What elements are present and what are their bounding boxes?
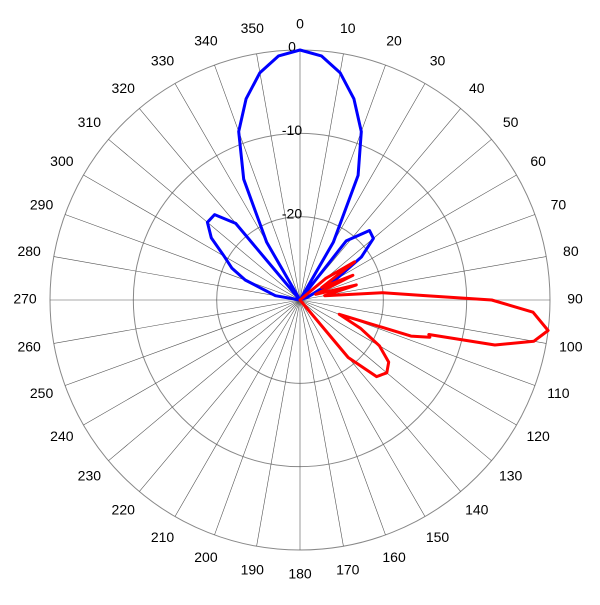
theta-tick-label: 230 [78, 467, 102, 483]
theta-tick-label: 120 [526, 428, 550, 444]
theta-tick-label: 210 [151, 529, 175, 545]
theta-tick-label: 300 [50, 153, 74, 169]
theta-tick-label: 190 [241, 562, 265, 578]
grid-spoke [299, 256, 547, 301]
grid-spoke [299, 299, 426, 517]
theta-tick-label: 160 [382, 549, 406, 565]
theta-tick-label: 90 [567, 291, 583, 307]
grid-spoke [256, 299, 301, 547]
grid-spoke [64, 299, 301, 386]
grid-spoke [139, 299, 301, 492]
theta-tick-label: 100 [559, 338, 583, 354]
theta-tick-label: 200 [194, 549, 218, 565]
grid-spoke [174, 299, 301, 517]
grid-spoke [64, 214, 301, 301]
theta-tick-label: 140 [465, 501, 489, 517]
theta-tick-label: 60 [530, 153, 546, 169]
grid-spoke [83, 299, 301, 426]
theta-tick-label: 330 [151, 53, 175, 69]
grid-spoke [299, 64, 386, 301]
theta-tick-label: 350 [241, 20, 265, 36]
grid-spoke [299, 214, 536, 301]
theta-tick-label: 40 [469, 80, 485, 96]
series-line [298, 260, 550, 379]
grid-spoke [108, 299, 301, 461]
theta-tick-label: 260 [17, 338, 41, 354]
grid-spoke [299, 299, 386, 536]
theta-tick-label: 310 [78, 114, 102, 130]
grid-spoke [299, 299, 547, 344]
theta-tick-label: 340 [194, 32, 218, 48]
grid-spoke [299, 299, 344, 547]
theta-tick-label: 280 [17, 243, 41, 259]
grid-spoke [108, 139, 301, 301]
grid-spoke [214, 299, 301, 536]
theta-tick-label: 250 [30, 385, 54, 401]
theta-tick-label: 290 [30, 197, 54, 213]
r-tick-label: -10 [282, 122, 302, 138]
grid-spoke [53, 299, 301, 344]
grid-spoke [53, 256, 301, 301]
theta-tick-label: 180 [288, 566, 312, 582]
grid-spoke [299, 299, 492, 461]
theta-tick-label: 130 [499, 467, 523, 483]
theta-tick-label: 220 [112, 501, 136, 517]
grid-spoke [299, 299, 517, 426]
theta-tick-label: 70 [551, 197, 567, 213]
theta-tick-label: 320 [112, 80, 136, 96]
theta-tick-label: 80 [563, 243, 579, 259]
theta-tick-label: 150 [426, 529, 450, 545]
theta-tick-label: 0 [296, 16, 304, 32]
r-tick-label: -20 [282, 205, 302, 221]
grid-spoke [214, 64, 301, 301]
r-tick-label: 0 [288, 39, 296, 55]
theta-tick-label: 30 [430, 53, 446, 69]
theta-tick-label: 10 [340, 20, 356, 36]
theta-tick-label: 270 [13, 291, 37, 307]
series-line [205, 48, 375, 302]
theta-tick-label: 20 [386, 32, 402, 48]
grid-spoke [83, 174, 301, 301]
theta-tick-label: 170 [336, 562, 360, 578]
theta-tick-label: 110 [547, 385, 570, 401]
theta-tick-label: 240 [50, 428, 74, 444]
grid-spoke [299, 53, 344, 301]
grid-spoke [256, 53, 301, 301]
theta-tick-label: 50 [503, 114, 519, 130]
